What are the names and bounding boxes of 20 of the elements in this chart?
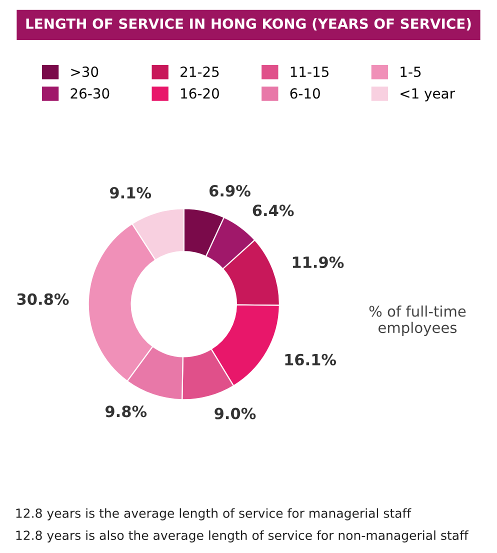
data-label: 9.8% bbox=[106, 406, 147, 418]
chart-title: LENGTH OF SERVICE IN HONG KONG (YEARS OF SERVICE) bbox=[26, 18, 471, 31]
data-label: 6.4% bbox=[252, 204, 294, 216]
text: 12.8 years is also the average length of service for non-managerial staff bbox=[16, 530, 469, 542]
legend-label: <1 year bbox=[400, 88, 456, 102]
legend-label: 6-10 bbox=[290, 88, 320, 99]
data-label: 9.0% bbox=[214, 408, 256, 420]
text: 12.8 years is the average length of service for managerial staff bbox=[16, 508, 412, 520]
legend-label: 16-20 bbox=[181, 88, 219, 99]
text: % of full-time employees bbox=[369, 306, 466, 336]
legend-label: >30 bbox=[71, 66, 98, 78]
data-label: 16.1% bbox=[285, 354, 336, 366]
data-label: 9.1% bbox=[110, 186, 152, 199]
legend-label: 21-25 bbox=[180, 66, 219, 78]
data-label: 30.8% bbox=[17, 293, 69, 305]
legend-label: 1-5 bbox=[400, 66, 421, 78]
legend-label: 11-15 bbox=[290, 66, 328, 78]
data-label: 11.9% bbox=[292, 256, 344, 268]
legend-label: 26-30 bbox=[70, 88, 110, 99]
data-label: 6.9% bbox=[210, 185, 250, 197]
